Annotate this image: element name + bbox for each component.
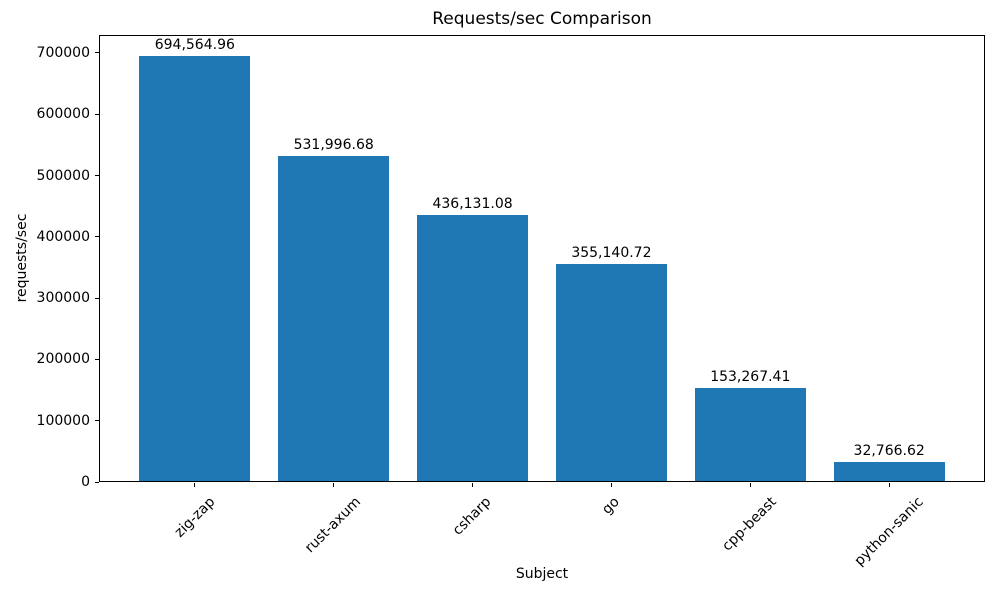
bar-value-label: 32,766.62 xyxy=(853,442,925,459)
x-tick-label: go xyxy=(599,494,623,518)
y-tick xyxy=(95,358,99,360)
bar-value-label: 531,996.68 xyxy=(293,136,374,153)
y-tick-label: 600000 xyxy=(36,106,90,123)
x-tick-label: cpp-beast xyxy=(719,494,781,555)
x-tick xyxy=(194,483,196,487)
bar-cpp-beast xyxy=(694,388,806,482)
y-tick-label: 200000 xyxy=(36,351,90,368)
y-tick xyxy=(95,113,99,115)
bar-csharp xyxy=(417,214,529,482)
x-tick xyxy=(610,483,612,487)
x-tick-label: rust-axum xyxy=(302,494,365,557)
y-tick-label: 700000 xyxy=(36,44,90,61)
y-tick xyxy=(95,420,99,422)
y-tick xyxy=(95,236,99,238)
y-tick-label: 300000 xyxy=(36,290,90,307)
x-tick-label: python-sanic xyxy=(851,494,927,570)
y-tick xyxy=(95,297,99,299)
y-tick xyxy=(95,175,99,177)
bar-rust-axum xyxy=(278,155,390,482)
y-tick-label: 500000 xyxy=(36,167,90,184)
y-axis-label: requests/sec xyxy=(14,213,30,303)
bar-zig-zap xyxy=(139,56,251,482)
bar-value-label: 694,564.96 xyxy=(154,37,235,54)
bar-value-label: 153,267.41 xyxy=(710,369,791,386)
y-tick-label: 0 xyxy=(81,474,90,490)
chart-title: Requests/sec Comparison xyxy=(432,9,652,29)
x-tick xyxy=(472,483,474,487)
bar-value-label: 436,131.08 xyxy=(432,195,513,212)
y-tick-label: 100000 xyxy=(36,412,90,429)
bar-python-sanic xyxy=(833,461,945,482)
y-tick xyxy=(95,481,99,483)
bar-go xyxy=(555,264,667,482)
x-tick-label: csharp xyxy=(449,494,495,539)
x-tick xyxy=(888,483,890,487)
y-tick xyxy=(95,52,99,54)
plot-area xyxy=(99,35,985,482)
x-axis-label: Subject xyxy=(515,566,569,582)
bar-value-label: 355,140.72 xyxy=(571,245,652,262)
x-tick xyxy=(749,483,751,487)
x-tick-label: zig-zap xyxy=(171,494,218,541)
x-tick xyxy=(333,483,335,487)
y-tick-label: 400000 xyxy=(36,228,90,245)
